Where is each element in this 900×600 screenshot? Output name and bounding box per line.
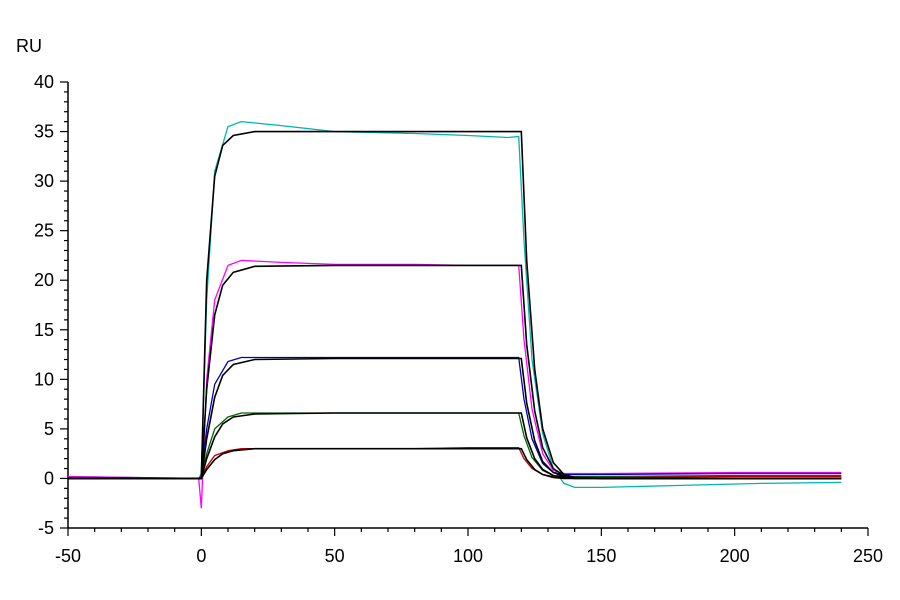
fit-layer bbox=[68, 130, 842, 480]
y-tick-label: 35 bbox=[34, 122, 54, 142]
fit-curve-1 bbox=[68, 130, 842, 480]
series-layer bbox=[67, 120, 842, 509]
x-tick-label: 150 bbox=[586, 546, 616, 566]
y-tick-label: 30 bbox=[34, 171, 54, 191]
x-tick-label: 50 bbox=[325, 546, 345, 566]
response-curve-2 bbox=[67, 259, 842, 509]
y-tick-label: 40 bbox=[34, 72, 54, 92]
fit-curve-3 bbox=[68, 357, 842, 480]
y-tick-label: 20 bbox=[34, 270, 54, 290]
y-tick-label: 25 bbox=[34, 221, 54, 241]
response-curve-1 bbox=[67, 120, 842, 489]
y-tick-label: 5 bbox=[44, 419, 54, 439]
x-tick-label: 100 bbox=[453, 546, 483, 566]
fit-curve-2 bbox=[68, 264, 842, 480]
y-tick-label: -5 bbox=[38, 518, 54, 538]
x-tick-label: 0 bbox=[196, 546, 206, 566]
y-tick-label: 0 bbox=[44, 468, 54, 488]
x-tick-label: 200 bbox=[720, 546, 750, 566]
response-curve-4 bbox=[67, 412, 842, 480]
fit-curve-4 bbox=[68, 412, 842, 480]
y-axis-title: RU bbox=[16, 36, 42, 56]
fit-curve-5 bbox=[68, 447, 842, 480]
y-tick-label: 15 bbox=[34, 320, 54, 340]
y-tick-label: 10 bbox=[34, 369, 54, 389]
response-curve-3 bbox=[67, 356, 842, 480]
x-tick-label: -50 bbox=[55, 546, 81, 566]
x-tick-label: 250 bbox=[853, 546, 883, 566]
